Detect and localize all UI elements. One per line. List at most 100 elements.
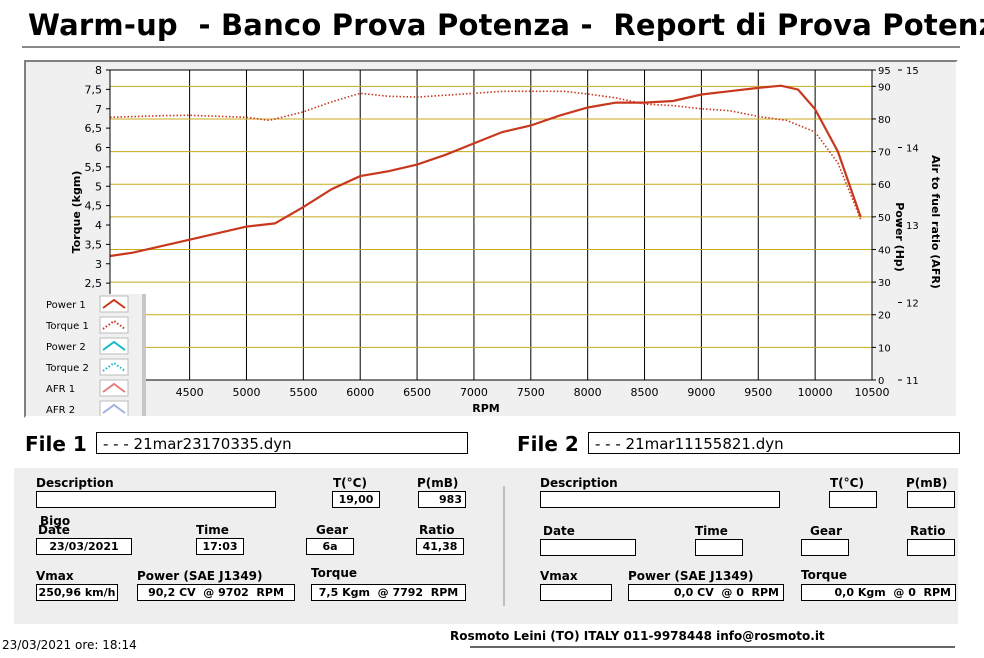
plot-area — [110, 70, 872, 380]
p2-description-field[interactable] — [540, 491, 780, 508]
p2-gear-field[interactable] — [801, 539, 849, 556]
legend-label: Power 1 — [46, 300, 86, 311]
p2-ratio-label: Ratio — [910, 524, 946, 538]
p1-power-field[interactable]: 90,2 CV @ 9702 RPM — [137, 584, 295, 601]
y-left-tick-label: 5,5 — [85, 161, 103, 174]
p1-temperature-label: T(°C) — [333, 476, 367, 490]
footer-divider — [470, 646, 955, 648]
y-left-tick-label: 3,5 — [85, 238, 103, 251]
y-left-tick-label: 2,5 — [85, 277, 103, 290]
y-left-tick-label: 8 — [95, 64, 102, 77]
company-info: Rosmoto Leini (TO) ITALY 011-9978448 inf… — [450, 629, 825, 643]
y-left-tick-label: 6,5 — [85, 122, 103, 135]
p2-pressure-label: P(mB) — [906, 476, 948, 490]
x-tick-label: 7500 — [517, 386, 545, 399]
y-right2-tick-label: 12 — [906, 299, 919, 310]
x-tick-label: 8500 — [631, 386, 659, 399]
p2-time-field[interactable] — [695, 539, 743, 556]
p2-power-field[interactable]: 0,0 CV @ 0 RPM — [628, 584, 784, 601]
x-tick-label: 10000 — [798, 386, 833, 399]
file2-name-field[interactable]: - - - 21mar11155821.dyn — [588, 432, 960, 454]
x-tick-label: 5000 — [232, 386, 260, 399]
x-tick-label: 9000 — [687, 386, 715, 399]
p1-ratio-field[interactable]: 41,38 — [416, 538, 464, 555]
p1-pressure-field[interactable]: 983 — [418, 491, 466, 508]
title-divider — [22, 46, 960, 48]
x-tick-label: 8000 — [574, 386, 602, 399]
p2-gear-label: Gear — [810, 524, 843, 538]
p2-torque-field[interactable]: 0,0 Kgm @ 0 RPM — [801, 584, 956, 601]
p1-vmax-field[interactable]: 250,96 km/h — [36, 584, 118, 601]
p2-date-label: Date — [543, 524, 575, 538]
y-right2-tick-label: 14 — [906, 144, 919, 155]
legend-scrollbar — [142, 294, 146, 416]
p1-torque-field[interactable]: 7,5 Kgm @ 7792 RPM — [311, 584, 466, 601]
y-right1-tick-label: 0 — [878, 376, 884, 387]
series-torque-1 — [109, 90, 862, 220]
p1-date-field[interactable]: 23/03/2021 — [36, 538, 132, 555]
chart-legend: Power 1 Torque 1 Power 2 Torque 2 AFR 1 AFR 2 — [26, 294, 146, 416]
y-left-tick-label: 5 — [95, 180, 102, 193]
y-left-tick-label: 4,5 — [85, 200, 103, 213]
x-tick-label: 6500 — [403, 386, 431, 399]
dyno-chart: 4500 5000 5500 6000 6500 7000 7500 8000 8500 9000… — [26, 64, 942, 416]
dyno-chart-panel: 4500 5000 5500 6000 6500 7000 7500 8000 8500 9000… — [24, 60, 958, 418]
p2-ratio-field[interactable] — [907, 539, 955, 556]
y-right1-tick-label: 95 — [878, 66, 891, 77]
p1-pressure-label: P(mB) — [417, 476, 459, 490]
p1-date-label: Date — [38, 523, 70, 537]
legend-swatch-box — [99, 295, 129, 313]
y-right1-tick-label: 60 — [878, 180, 891, 191]
file1-label: File 1 — [25, 432, 87, 456]
y-axis-label-torque: Torque (kgm) — [70, 171, 83, 254]
legend-label: Power 2 — [46, 342, 86, 353]
series-power-1 — [109, 84, 862, 258]
y-left-tick-label: 7 — [95, 103, 102, 116]
p2-pressure-field[interactable] — [907, 491, 955, 508]
x-tick-label: 9500 — [744, 386, 772, 399]
y-right1-tick-label: 70 — [878, 148, 891, 159]
p1-description-field[interactable] — [36, 491, 276, 508]
legend-swatch-box — [99, 337, 129, 355]
y-right1-tick-label: 10 — [878, 343, 891, 354]
legend-swatch-box — [99, 379, 129, 397]
x-axis-label: RPM — [472, 402, 499, 415]
x-tick-label: 4500 — [176, 386, 204, 399]
legend-swatch — [102, 382, 126, 393]
p2-vmax-field[interactable] — [540, 584, 612, 601]
plot-border — [109, 69, 873, 381]
p1-time-label: Time — [196, 523, 229, 537]
p1-ratio-label: Ratio — [419, 523, 455, 537]
p2-temperature-field[interactable] — [829, 491, 877, 508]
p1-temperature-field[interactable]: 19,00 — [332, 491, 380, 508]
x-tick-label: 10500 — [855, 386, 890, 399]
p2-torque-label: Torque — [801, 568, 848, 582]
p1-description-label: Description — [36, 476, 114, 490]
legend-swatch-box — [99, 316, 129, 334]
p2-time-label: Time — [695, 524, 728, 538]
legend-swatch-box — [99, 358, 129, 376]
p1-gear-field[interactable]: 6a — [306, 538, 354, 555]
y-right1-tick-label: 20 — [878, 311, 891, 322]
p2-date-field[interactable] — [540, 539, 636, 556]
file2-label: File 2 — [517, 432, 579, 456]
legend-label: Torque 1 — [45, 321, 89, 332]
panel-divider — [503, 486, 505, 606]
file1-name-field[interactable]: - - - 21mar23170335.dyn — [96, 432, 468, 454]
legend-swatch — [102, 319, 126, 330]
y-right1-tick-label: 40 — [878, 245, 891, 256]
p1-operator-text: Bigo — [40, 514, 71, 528]
legend-swatch — [102, 340, 126, 351]
page-title: Warm-up - Banco Prova Potenza - Report d… — [28, 8, 984, 42]
legend-swatch-box — [99, 400, 129, 416]
y-right1-tick-label: 90 — [878, 82, 891, 93]
legend-label: Torque 2 — [45, 363, 89, 374]
legend-label: AFR 2 — [46, 405, 75, 416]
y-right2-tick-label: 13 — [906, 221, 919, 232]
y-left-tick-label: 4 — [95, 219, 102, 232]
y-right2-tick-label: 15 — [906, 66, 919, 77]
p1-time-field[interactable]: 17:03 — [196, 538, 244, 555]
x-tick-label: 5500 — [289, 386, 317, 399]
p1-gear-label: Gear — [316, 523, 349, 537]
legend-swatch — [102, 361, 126, 372]
